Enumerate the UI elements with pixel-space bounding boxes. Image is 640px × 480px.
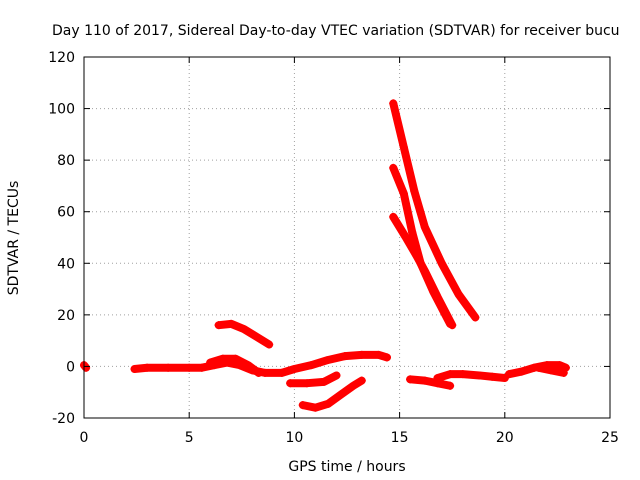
y-tick-label: 60 [57,205,75,221]
series-line [389,212,457,330]
data-point [307,361,316,370]
data-point [311,403,320,412]
data-point [420,267,429,276]
data-point [164,363,173,372]
data-point [399,189,408,198]
data-point [239,325,248,334]
data-point [555,361,564,370]
data-point [389,163,398,172]
series-arc-7 [389,99,480,322]
data-point [408,228,417,237]
data-point [319,377,328,386]
data-point [324,399,333,408]
data-point [265,340,274,349]
data-point [227,319,236,328]
data-point [488,372,497,381]
series-arc-9 [389,212,457,330]
data-point [401,233,410,242]
data-point [475,371,484,380]
data-point [340,352,349,361]
data-point [357,376,366,385]
data-point [290,365,299,374]
data-point [399,143,408,152]
data-point [433,292,442,301]
data-point [130,365,139,374]
chart-title: Day 110 of 2017, Sidereal Day-to-day VTE… [52,23,620,39]
y-tick-label: 120 [48,50,75,66]
data-point [336,390,345,399]
y-tick-label: 20 [57,308,75,324]
data-point [286,379,295,388]
data-point [471,313,480,322]
series-arc-11 [433,370,509,383]
data-point [252,332,261,341]
data-point [559,368,568,377]
data-point [303,379,312,388]
data-point [349,381,358,390]
data-point [410,187,419,196]
series-arc-13 [534,363,568,377]
series-line [286,371,341,388]
y-tick-label: 0 [66,359,75,375]
data-point [254,368,263,377]
data-point [332,371,341,380]
data-point [218,354,227,363]
x-tick-label: 25 [601,430,619,446]
data-point [437,259,446,268]
x-tick-label: 15 [391,430,409,446]
data-point [277,368,286,377]
data-point [197,363,206,372]
data-point [446,381,455,390]
series-arc-5 [286,371,341,388]
axis-ticks: 0 5 10 15 20 25 -20 0 20 40 60 80 100 120 [48,50,619,446]
data-point [433,374,442,383]
y-axis-label: SDTVAR / TECUs [6,181,22,296]
data-point [389,99,398,108]
data-point [517,367,526,376]
data-series [80,99,570,412]
y-tick-label: 80 [57,153,75,169]
data-point [357,350,366,359]
series-arc-3 [214,319,274,349]
data-point [446,370,455,379]
plot-frame [83,56,611,419]
data-point [420,376,429,385]
data-point [82,363,91,372]
data-point [143,363,152,372]
data-point [412,251,421,260]
y-tick-label: -20 [52,411,75,427]
series-arc-4 [206,354,263,377]
data-point [298,401,307,410]
data-point [534,363,543,372]
data-point [324,355,333,364]
data-point [185,363,194,372]
x-axis-label: GPS time / hours [288,459,405,475]
x-tick-label: 5 [185,430,194,446]
data-point [214,321,223,330]
series-arc-10 [406,375,455,390]
data-point [458,370,467,379]
data-point [374,350,383,359]
data-point [454,290,463,299]
x-tick-label: 20 [496,430,514,446]
y-tick-label: 100 [48,102,75,118]
x-tick-label: 0 [80,430,89,446]
data-point [505,370,514,379]
data-point [406,375,415,384]
y-tick-label: 40 [57,256,75,272]
data-point [382,353,391,362]
data-point [448,321,457,330]
data-point [420,223,429,232]
data-point [547,366,556,375]
data-point [244,361,253,370]
data-point [389,212,398,221]
data-point [206,358,215,367]
series-arc-6 [298,376,366,412]
series-line [406,375,455,390]
x-tick-label: 10 [285,430,303,446]
data-point [231,354,240,363]
data-point [500,374,509,383]
